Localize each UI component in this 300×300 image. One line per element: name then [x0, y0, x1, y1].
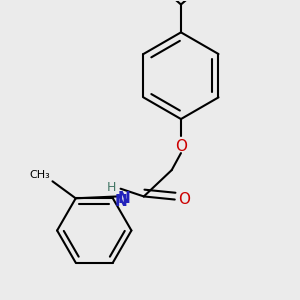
- Text: O: O: [178, 192, 190, 207]
- Text: N: N: [118, 191, 130, 206]
- Text: H: H: [106, 181, 116, 194]
- Text: CH₃: CH₃: [29, 170, 50, 180]
- Text: O: O: [175, 139, 187, 154]
- Text: N: N: [115, 194, 128, 209]
